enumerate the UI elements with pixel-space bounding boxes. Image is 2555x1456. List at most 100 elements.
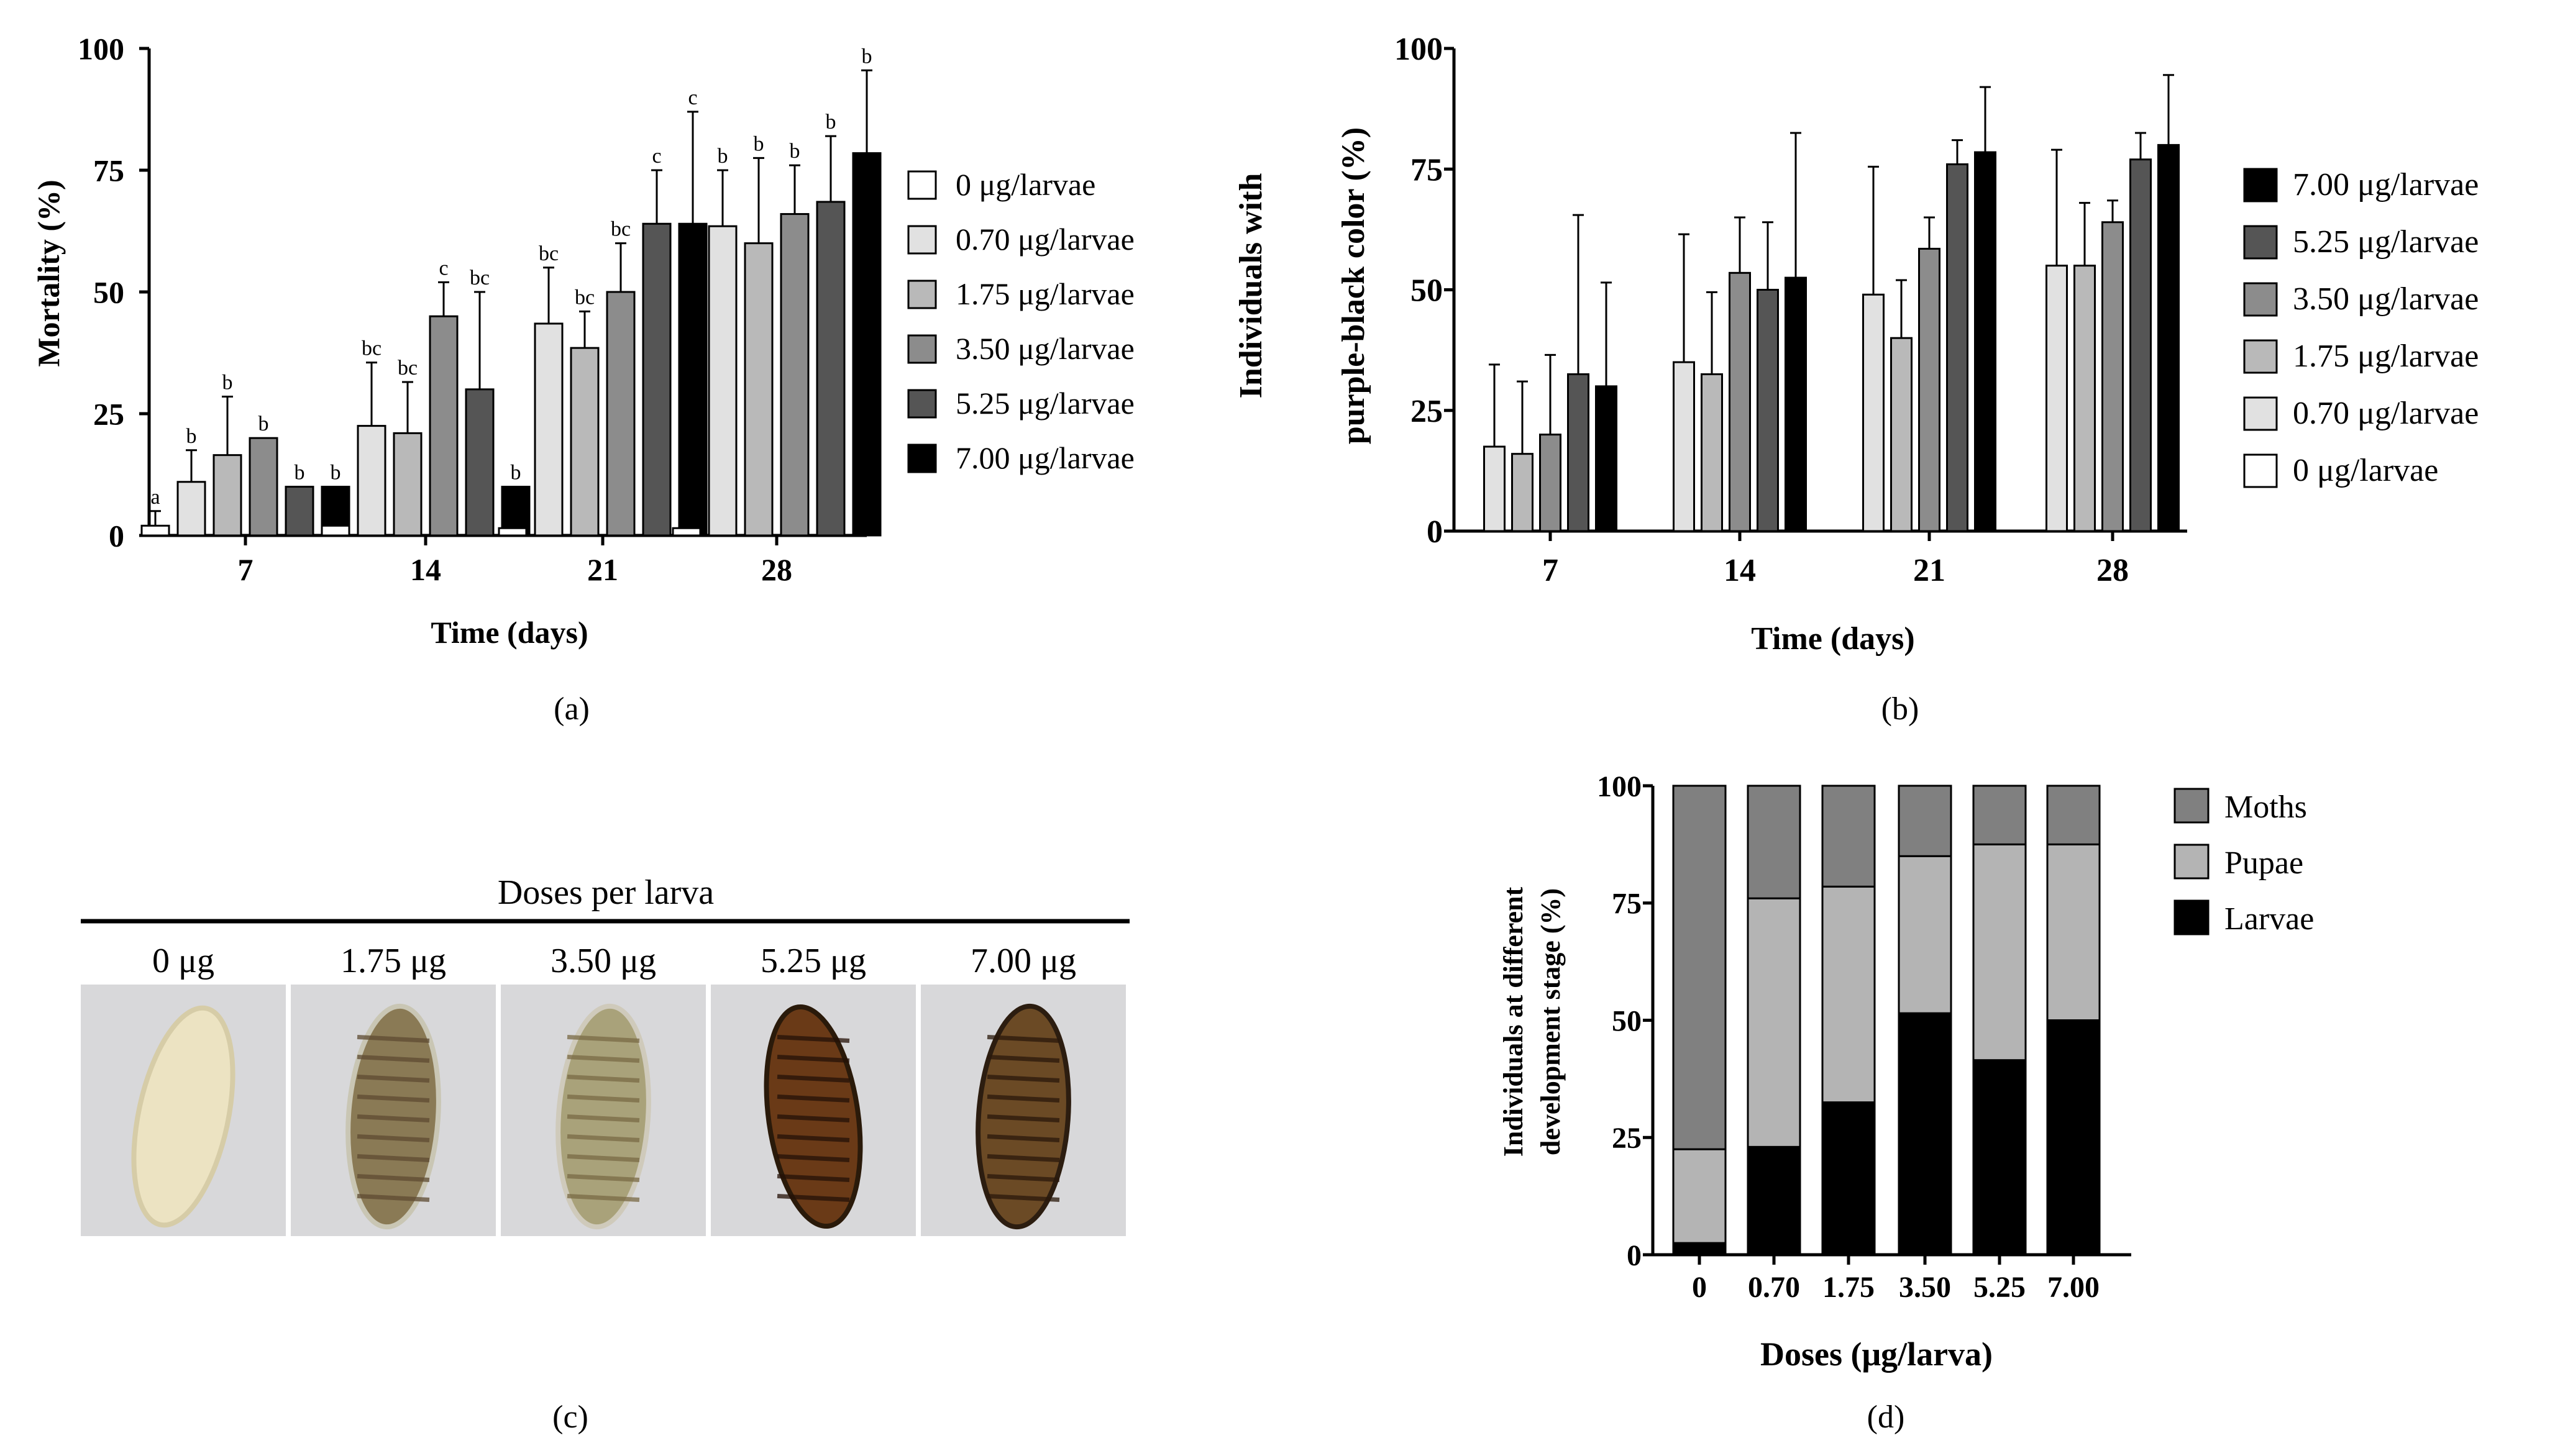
stacked-bar-segment (1898, 1012, 1952, 1256)
larva-segment (777, 1134, 850, 1142)
bar (465, 388, 495, 537)
larva-segment (777, 1174, 850, 1182)
bar (2073, 265, 2096, 532)
larva-segment (777, 1035, 850, 1043)
development-stage-chart: Individuals at different development sta… (1498, 770, 2314, 1435)
bar (1567, 373, 1589, 532)
larva-segment (357, 1035, 430, 1043)
bar (780, 213, 810, 537)
legend-swatch (907, 225, 937, 255)
bar (429, 315, 459, 537)
significance-letter: bc (362, 337, 382, 360)
bar (285, 486, 314, 537)
legend-label: 7.00 μg/larvae (956, 440, 1135, 475)
x-tick-label: 7.00 (2047, 1271, 2100, 1304)
legend-swatch (2243, 225, 2278, 260)
bar (2129, 158, 2152, 532)
legend-label: 0.70 μg/larvae (956, 222, 1135, 257)
bar (1757, 289, 1779, 532)
legend-swatch (2243, 396, 2278, 431)
y-tick-label: 50 (1612, 1004, 1642, 1037)
legend-swatch (2243, 168, 2278, 202)
mortality-legend: 0 μg/larvae 0.70 μg/larvae 1.75 μg/larvae 3… (907, 167, 1135, 475)
bar (1785, 276, 1807, 532)
mortality-x-ticks: 7 14 21 28 (238, 535, 792, 587)
larva-segment (987, 1134, 1060, 1142)
bar (672, 527, 702, 537)
larva-segment (357, 1194, 430, 1202)
legend-swatch (907, 334, 937, 364)
purple-black-chart: Individuals with purple-black color (%) … (1233, 32, 2479, 727)
legend-swatch (2173, 899, 2210, 935)
mortality-chart: Mortality (%) Time (days) 7 14 21 28 0 μg/l… (31, 32, 1135, 727)
bar (1511, 453, 1533, 532)
y-tick-label: 100 (1394, 32, 1443, 67)
x-tick-label: 5.25 (1973, 1271, 2026, 1304)
bar (140, 524, 170, 537)
legend-label: 0.70 μg/larvae (2293, 396, 2479, 431)
purple-black-x-axis-label: Time (days) (1751, 621, 1914, 657)
significance-letter: b (790, 140, 800, 163)
y-tick-label: 0 (1627, 1239, 1642, 1272)
y-tick-label: 75 (93, 153, 124, 188)
photo-dose-label: 1.75 μg (341, 942, 446, 980)
y-tick-label: 75 (1612, 888, 1642, 921)
legend-label: Pupae (2224, 845, 2303, 881)
larva-segment (357, 1114, 430, 1122)
significance-letter: b (754, 132, 764, 155)
legend-swatch (2243, 339, 2278, 374)
legend-swatch (2173, 788, 2210, 824)
legend-label: 1.75 μg/larvae (2293, 339, 2479, 374)
significance-letter: b (826, 111, 836, 134)
larva-segment (987, 1194, 1060, 1202)
y-tick-label: 50 (1410, 273, 1443, 309)
significance-letter: bc (470, 266, 490, 289)
stacked-bar-segment (1672, 1242, 1727, 1256)
bar (2045, 265, 2068, 532)
bar (2101, 221, 2124, 532)
bar (816, 201, 846, 537)
bar (1890, 337, 1913, 532)
significance-letter: a (682, 491, 691, 514)
legend-swatch (2243, 453, 2278, 488)
stacked-bar-segment (2046, 785, 2101, 845)
significance-letter: bc (611, 218, 631, 241)
larva-segment (567, 1035, 640, 1043)
bar (1729, 271, 1751, 532)
larva-segment (987, 1094, 1060, 1103)
larva-segment (777, 1194, 850, 1202)
photos-title: Doses per larva (498, 873, 714, 912)
legend-label: Moths (2224, 789, 2307, 825)
significance-letter: b (511, 462, 521, 485)
x-tick-label: 0 (1692, 1271, 1707, 1304)
significance-letter: b (862, 45, 872, 68)
legend-label: 0 μg/larvae (956, 167, 1095, 202)
significance-letter: bc (539, 242, 559, 265)
larva-segment (357, 1134, 430, 1142)
larva-segment (567, 1194, 640, 1202)
stacked-bar-segment (1672, 1148, 1727, 1244)
significance-letter: b (222, 371, 233, 394)
mortality-x-axis-label: Time (days) (431, 615, 588, 650)
larva-segment (987, 1075, 1060, 1083)
bar (534, 322, 564, 537)
significance-letter: c (652, 145, 661, 168)
bar (1673, 361, 1695, 532)
y-tick-label: 0 (109, 519, 124, 553)
larva-segment (777, 1075, 850, 1083)
x-tick-label: 21 (1913, 553, 1945, 588)
legend-label: 5.25 μg/larvae (2293, 224, 2479, 260)
photo-dose-label: 0 μg (152, 942, 214, 980)
x-tick-label: 14 (1724, 553, 1756, 588)
bar (498, 527, 528, 537)
stacked-bar-segment (1821, 1101, 1876, 1256)
purple-black-y-axis-label-line1: Individuals with (1233, 173, 1269, 399)
larva-segment (987, 1055, 1060, 1063)
larva-photos-panel: Doses per larva 0 μg 1.75 μg 3.50 μg 5.25 μ… (81, 873, 1130, 1435)
y-tick-label: 25 (1612, 1122, 1642, 1155)
y-tick-label: 75 (1410, 152, 1443, 188)
panel-label-a: (a) (554, 691, 590, 727)
larva-segment (357, 1075, 430, 1083)
larva-segment (567, 1134, 640, 1142)
